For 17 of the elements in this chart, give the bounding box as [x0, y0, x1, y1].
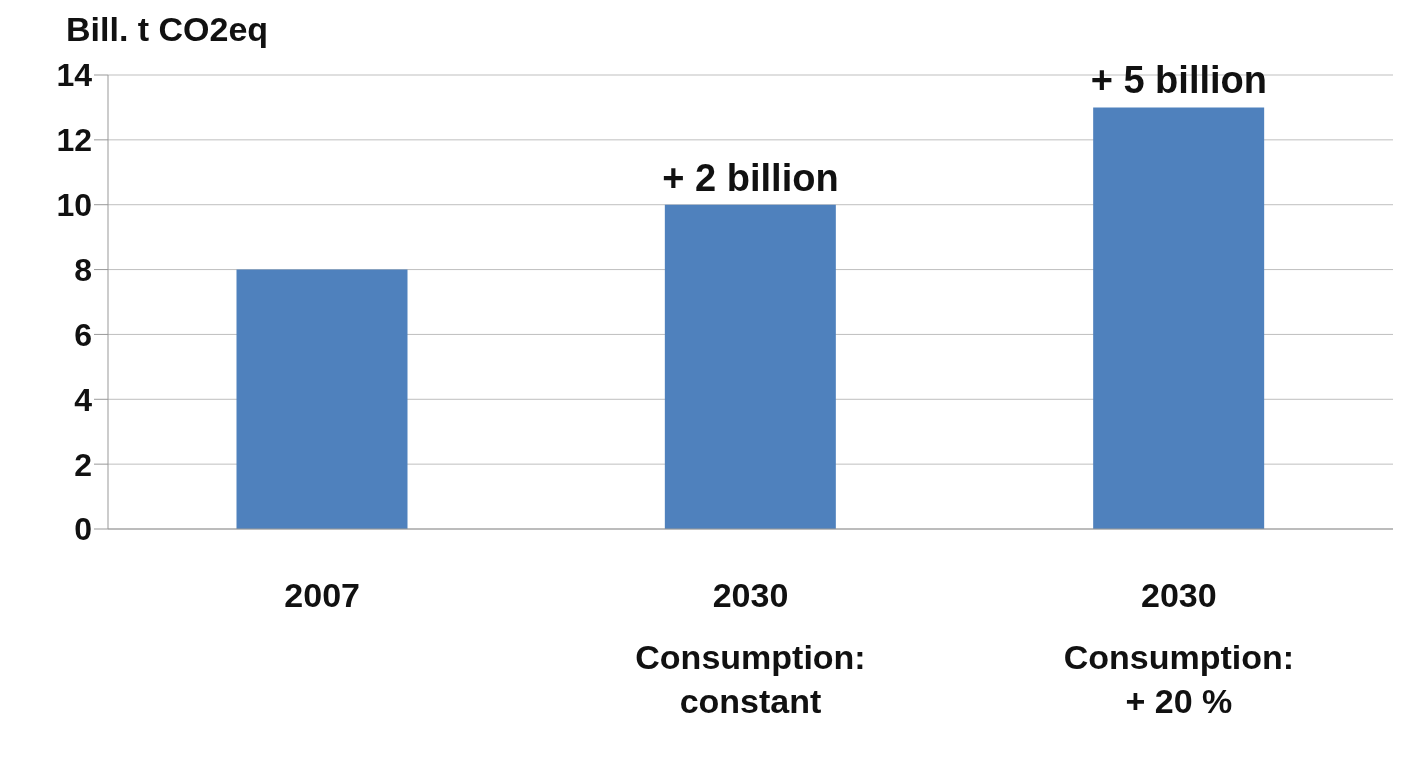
y-tick-label: 8 [74, 251, 92, 288]
y-tick-label: 0 [74, 511, 92, 548]
bar [664, 204, 836, 529]
y-tick-label: 10 [56, 187, 92, 224]
bar [236, 269, 408, 529]
y-tick-label: 4 [74, 381, 93, 418]
x-tick-label: 2030 Consumption: constant [635, 576, 866, 720]
x-tick-label: 2030 Consumption: + 20 % [1063, 576, 1295, 720]
y-axis-title: Bill. t CO2eq [66, 10, 269, 49]
y-tick-label: 12 [56, 122, 92, 159]
y-tick-label: 14 [56, 57, 93, 94]
annotation: + 2 billion [662, 156, 839, 199]
bar [1093, 107, 1265, 529]
y-tick-label: 2 [74, 446, 92, 483]
x-tick-label: 2007 [284, 576, 360, 614]
annotation: + 5 billion [1090, 59, 1267, 102]
y-tick-label: 6 [74, 316, 92, 353]
